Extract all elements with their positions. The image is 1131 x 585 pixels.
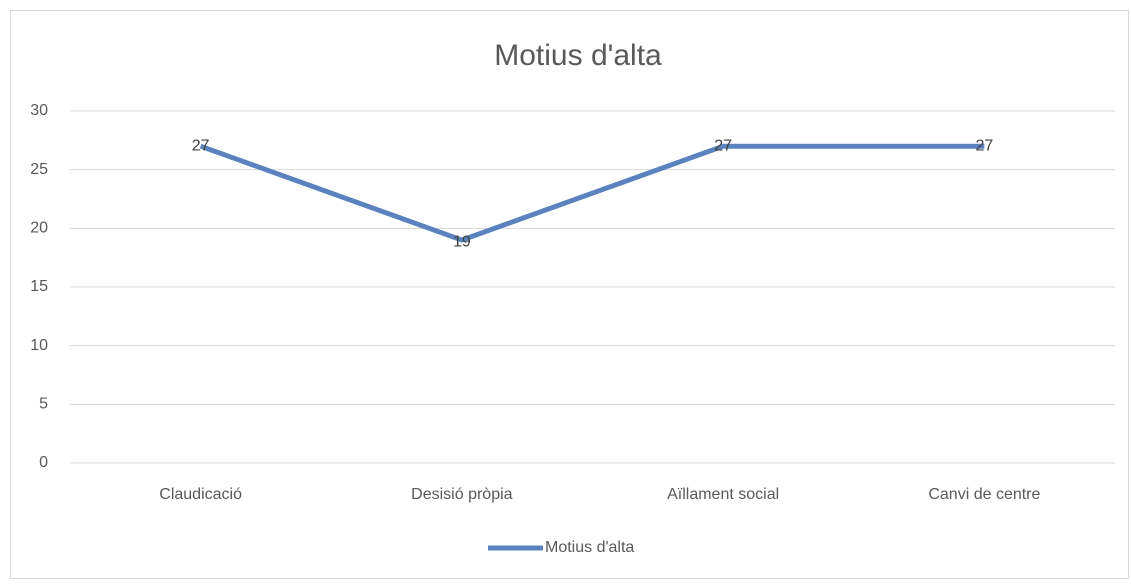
y-tick-label: 20 [30, 220, 48, 237]
data-label: 19 [453, 233, 471, 250]
x-tick-label: Canvi de centre [928, 486, 1040, 503]
legend-label: Motius d'alta [545, 539, 634, 556]
x-tick-label: Desisió pròpia [411, 486, 512, 503]
y-tick-label: 15 [30, 278, 48, 295]
y-tick-label: 10 [30, 337, 48, 354]
y-tick-label: 5 [39, 396, 48, 413]
data-label: 27 [714, 137, 732, 154]
y-tick-label: 0 [39, 454, 48, 471]
x-tick-label: Claudicació [159, 486, 242, 503]
line-series [199, 143, 985, 243]
data-label: 27 [975, 137, 993, 154]
y-tick-label: 30 [30, 102, 48, 119]
data-label: 27 [192, 137, 210, 154]
chart-title: Motius d'alta [494, 39, 662, 72]
x-tick-label: Aïllament social [667, 486, 779, 503]
y-tick-label: 25 [30, 161, 48, 178]
chart-border [10, 10, 1129, 579]
